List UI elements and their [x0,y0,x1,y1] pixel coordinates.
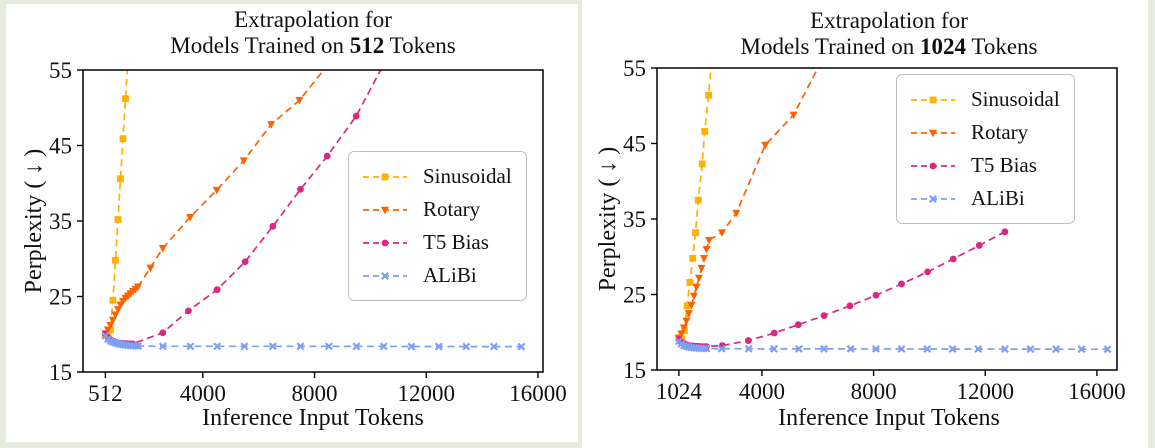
series-line-alibi [678,340,1108,351]
legend-key-alibi-icon [363,271,407,280]
chart-title-1024: Extrapolation for Models Trained on 1024… [659,8,1119,60]
y-axis-ticks: 15 25 35 45 55 [623,56,657,383]
x-tick-label: 1024 [656,379,703,404]
legend-key-sinusoidal-icon [363,173,407,180]
series-line-t5-bias [678,231,1006,348]
series-t5-bias [675,228,1009,350]
series-t5-bias [101,70,382,348]
series-sinusoidal [675,68,713,343]
legend-item-rotary: Rotary [909,116,1060,149]
y-tick-label: 55 [49,58,72,83]
legend-label-sinusoidal: Sinusoidal [971,87,1060,111]
x-tick-label: 12000 [398,381,456,406]
y-tick-label: 25 [623,283,646,308]
series-alibi [101,331,526,351]
series-markers-sinusoidal [675,91,713,343]
legend-label-t5-bias: T5 Bias [971,153,1037,177]
plot-area-1024: 1024 4000 8000 12000 16000 15 25 35 45 55 [623,56,1126,404]
legend-box: Sinusoidal Rotary T5 Bias ALiBi [348,151,527,301]
legend-key-t5-bias-icon [911,162,955,169]
chart-title-512: Extrapolation for Models Trained on 512 … [83,7,543,59]
legend-key-sinusoidal-icon [911,96,955,103]
legend-item-rotary: Rotary [361,193,512,226]
x-tick-label: 16000 [509,381,567,406]
x-axis-label: Inference Input Tokens [202,405,424,431]
y-tick-label: 35 [623,207,646,232]
x-tick-label: 8000 [851,379,897,404]
legend-item-alibi: ALiBi [909,182,1060,215]
series-line-sinusoidal [678,68,712,341]
chart-title-line1: Extrapolation for [810,8,968,33]
legend-label-rotary: Rotary [423,197,481,221]
y-tick-label: 45 [623,132,646,157]
y-tick-label: 35 [49,209,72,234]
plot-border [656,67,1118,371]
y-tick-label: 15 [623,358,646,383]
x-tick-label: 4000 [180,381,226,406]
legend-item-sinusoidal: Sinusoidal [909,83,1060,116]
legend-key-rotary-icon [363,206,407,214]
chart-title-line2-prefix: Models Trained on [170,32,350,58]
series-markers-alibi [101,331,526,351]
x-tick-label: 16000 [1068,379,1126,404]
legend-item-t5-bias: T5 Bias [361,226,512,259]
series-markers-rotary [674,68,821,343]
chart-panel-1024: Extrapolation for Models Trained on 1024… [582,0,1148,448]
plot-border [82,69,544,373]
series-markers-t5-bias [675,228,1009,350]
series-markers-alibi [674,337,1112,354]
chart-title-line2-suffix: Tokens [966,33,1038,59]
y-tick-label: 15 [49,360,72,385]
x-tick-label: 12000 [957,379,1015,404]
x-tick-label: 8000 [292,381,338,406]
series-markers-t5-bias [101,112,360,348]
series-line-alibi [104,335,522,348]
plot-area-512: 512 4000 8000 12000 16000 15 25 35 45 55 [49,58,567,406]
legend-item-t5-bias: T5 Bias [909,149,1060,182]
chart-panel-512: Extrapolation for Models Trained on 512 … [6,4,578,442]
legend-label-alibi: ALiBi [971,186,1025,210]
chart-title-train-length: 512 [349,32,385,58]
legend-item-alibi: ALiBi [361,259,512,292]
chart-title-line2-suffix: Tokens [384,32,456,58]
series-rotary [101,70,325,338]
legend-key-t5-bias-icon [363,239,407,246]
legend-key-alibi-icon [911,194,955,203]
x-tick-label: 512 [88,381,123,406]
legend-label-rotary: Rotary [971,120,1029,144]
y-tick-label: 55 [623,56,646,81]
x-axis-label: Inference Input Tokens [778,405,1000,431]
chart-title-line2-prefix: Models Trained on [740,33,921,59]
legend-box: Sinusoidal Rotary T5 Bias ALiBi [896,74,1075,224]
x-axis-ticks: 1024 4000 8000 12000 16000 [656,370,1126,404]
legend-label-alibi: ALiBi [423,263,477,287]
series-alibi [674,337,1112,354]
chart-title-line1: Extrapolation for [234,7,392,32]
series-rotary [674,68,821,343]
x-axis-ticks: 512 4000 8000 12000 16000 [88,372,567,406]
x-tick-label: 4000 [739,379,785,404]
legend-item-sinusoidal: Sinusoidal [361,160,512,193]
y-tick-label: 25 [49,285,72,310]
y-axis-ticks: 15 25 35 45 55 [49,58,83,385]
y-tick-label: 45 [49,134,72,159]
chart-title-train-length: 1024 [920,33,967,59]
legend-key-rotary-icon [911,129,955,137]
legend-label-sinusoidal: Sinusoidal [423,164,512,188]
series-line-t5-bias [104,70,382,345]
legend-label-t5-bias: T5 Bias [423,230,489,254]
